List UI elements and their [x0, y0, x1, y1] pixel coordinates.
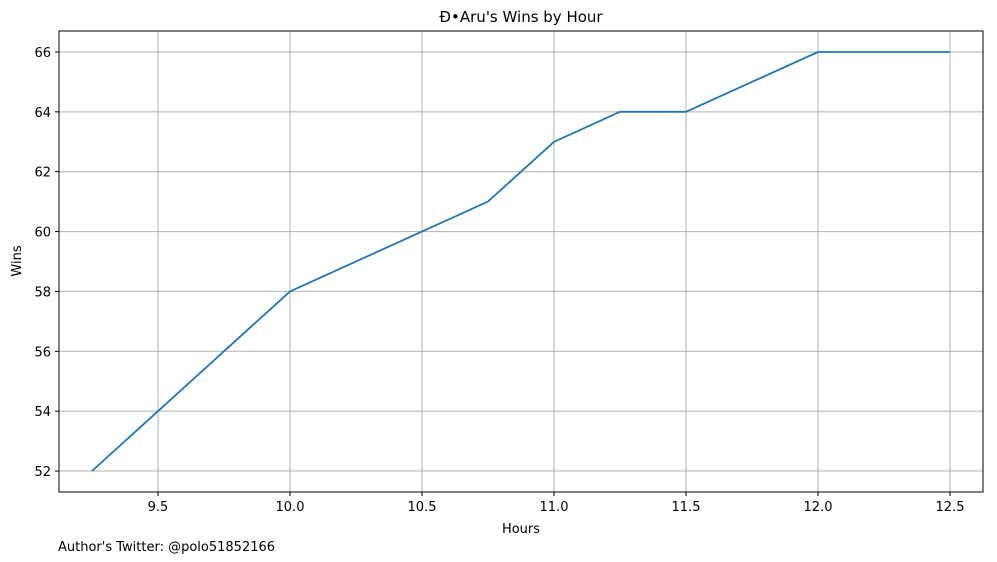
x-tick-label: 11.5: [672, 500, 701, 515]
y-tick-label: 52: [34, 465, 51, 480]
x-tick-label: 12.0: [804, 500, 833, 515]
x-tick-label: 11.0: [540, 500, 569, 515]
chart-title: Đ•Aru's Wins by Hour: [439, 8, 603, 26]
y-tick-label: 56: [34, 345, 51, 360]
author-footer: Author's Twitter: @polo51852166: [58, 540, 275, 555]
x-tick-label: 9.5: [148, 500, 169, 515]
x-tick-label: 10.5: [408, 500, 437, 515]
x-axis-label: Hours: [502, 522, 540, 537]
wins-series-line: [91, 51, 950, 472]
y-tick-label: 62: [34, 166, 51, 181]
x-tick-label: 12.5: [936, 500, 965, 515]
plot-frame: [58, 30, 984, 493]
axis-ticks: 9.5 10.0 10.5 11.0 11.5 12.0 12.5 52 54 56 58 60 62 6…: [34, 46, 964, 515]
y-tick-label: 60: [34, 226, 51, 241]
y-axis-label: Wins: [10, 245, 25, 276]
y-tick-label: 64: [34, 106, 51, 121]
series-layer: [91, 51, 951, 472]
y-tick-label: 54: [34, 405, 51, 420]
y-tick-label: 58: [34, 285, 51, 300]
grid-lines: [59, 31, 983, 492]
x-tick-label: 10.0: [276, 500, 305, 515]
y-tick-label: 66: [34, 46, 51, 61]
